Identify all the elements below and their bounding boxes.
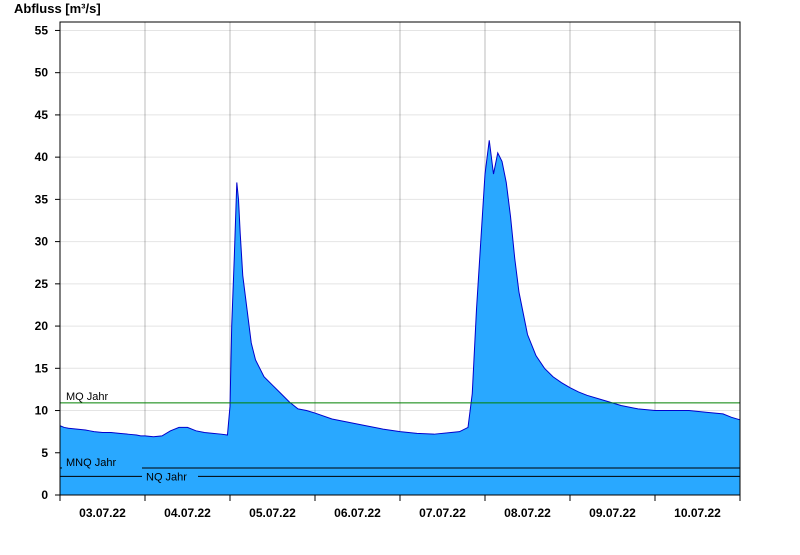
y-tick-label-15: 15 — [35, 361, 49, 375]
x-tick-label-2: 05.07.22 — [249, 506, 296, 520]
mq-jahr-label: MQ Jahr — [66, 391, 109, 403]
y-tick-label-35: 35 — [35, 192, 49, 206]
y-tick-label-0: 0 — [41, 488, 48, 502]
x-tick-label-0: 03.07.22 — [79, 506, 126, 520]
y-tick-label-25: 25 — [35, 277, 49, 291]
x-tick-label-4: 07.07.22 — [419, 506, 466, 520]
x-tick-label-7: 10.07.22 — [674, 506, 721, 520]
x-tick-label-3: 06.07.22 — [334, 506, 381, 520]
x-tick-label-1: 04.07.22 — [164, 506, 211, 520]
axis-layer: 0 5 10 15 20 25 30 35 40 45 50 55 03.07.22 04.07.22 05… — [35, 21, 741, 520]
y-tick-label-20: 20 — [35, 319, 49, 333]
y-tick-label-30: 30 — [35, 235, 49, 249]
mnq-jahr-label: MNQ Jahr — [66, 457, 116, 469]
discharge-line — [59, 140, 741, 438]
y-tick-label-5: 5 — [41, 446, 48, 460]
area-layer — [59, 140, 741, 495]
y-tick-label-10: 10 — [35, 404, 49, 418]
reference-lines-layer: MQ Jahr MNQ Jahr NQ Jahr — [60, 391, 740, 483]
y-axis-title: Abfluss [m³/s] — [14, 1, 101, 16]
y-tick-label-40: 40 — [35, 150, 49, 164]
x-tick-label-6: 09.07.22 — [589, 506, 636, 520]
y-tick-label-45: 45 — [35, 108, 49, 122]
nq-jahr-label: NQ Jahr — [146, 471, 187, 483]
y-tick-label-55: 55 — [35, 23, 49, 37]
y-tick-label-50: 50 — [35, 66, 49, 80]
x-tick-label-5: 08.07.22 — [504, 506, 551, 520]
